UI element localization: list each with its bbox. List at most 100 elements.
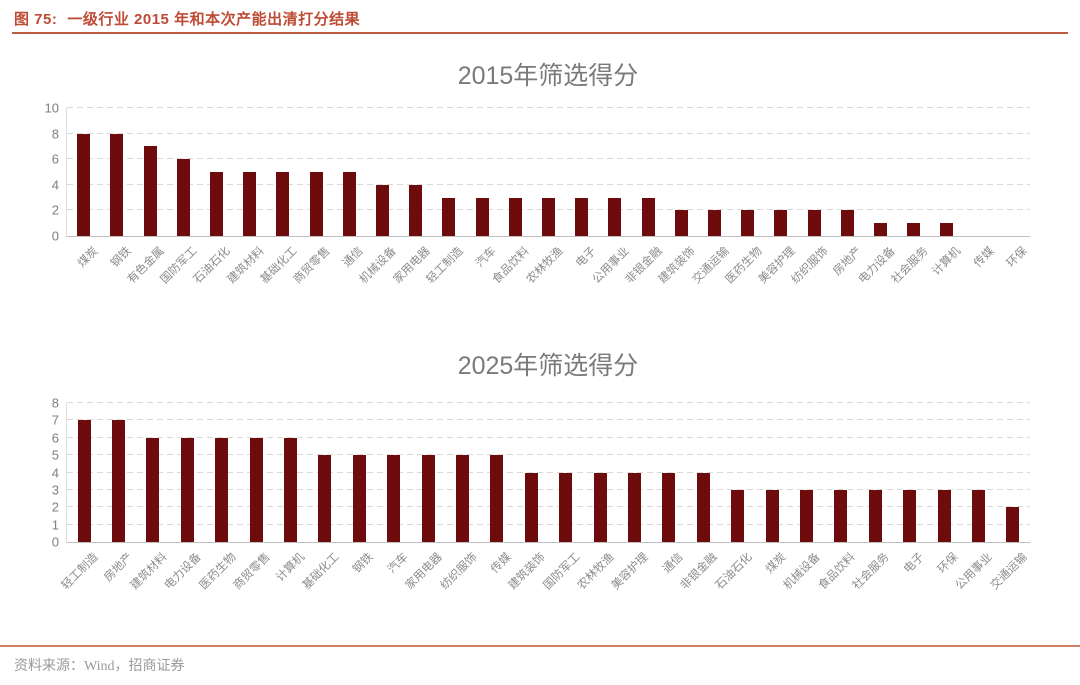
bar-建筑装饰 (674, 210, 688, 236)
gridline (67, 488, 1030, 490)
gridline (67, 523, 1030, 525)
x-axis-category-label: 通信 (660, 551, 686, 576)
gridline (67, 506, 1030, 508)
bar-轻工制造 (77, 420, 91, 542)
x-axis-category-label: 食品饮料 (816, 551, 858, 593)
bar-石油石化 (209, 172, 223, 236)
y-axis-tick-label: 0 (51, 228, 59, 244)
bar-煤炭 (765, 489, 779, 542)
bar-纺织服饰 (456, 455, 470, 542)
chart-2025-plot: 0 1 2 3 4 5 6 7 8 轻工制造 房地产 建筑材料 电力设备 医药生物 商贸零售 计算机 基础化工钢… (52, 396, 1030, 592)
bar-商贸零售 (309, 172, 323, 236)
y-axis-tick-label: 2 (51, 202, 59, 218)
y-axis-tick-label: 4 (51, 177, 59, 193)
x-axis-category-label: 钢铁 (108, 245, 134, 270)
bar-房地产 (840, 210, 854, 236)
bar-家用电器 (409, 184, 423, 236)
x-axis-category-label: 环保 (935, 551, 961, 576)
bar-钢铁 (110, 133, 124, 236)
y-axis-tick-label: 6 (51, 151, 59, 167)
footer-divider (0, 645, 1080, 647)
bar-电子 (575, 197, 589, 236)
bar-基础化工 (276, 172, 290, 236)
x-axis-category-label: 基础化工 (300, 551, 342, 593)
x-axis-category-label: 医药生物 (197, 551, 239, 593)
bar-传媒 (490, 455, 504, 542)
bar-房地产 (112, 420, 126, 542)
bar-煤炭 (77, 133, 91, 236)
chart-2015-title: 2015年筛选得分 (457, 62, 639, 90)
x-axis-category-label: 环保 (1005, 245, 1030, 270)
gridline (67, 471, 1030, 473)
x-axis-category-label: 电力设备 (162, 551, 204, 593)
x-axis-category-label: 钢铁 (351, 551, 376, 576)
header-divider (12, 32, 1068, 34)
x-axis-category-label: 家用电器 (403, 551, 445, 593)
bar-国防军工 (559, 472, 573, 542)
x-axis-category-label: 轻工制造 (59, 551, 101, 593)
bar-美容护理 (774, 210, 788, 236)
bar-社会服务 (907, 223, 921, 236)
bar-农林牧渔 (542, 197, 555, 236)
x-axis-category-label: 汽车 (473, 245, 499, 270)
gridline (67, 183, 1030, 185)
x-axis-category-label: 商贸零售 (231, 551, 273, 593)
bar-农林牧渔 (593, 472, 607, 542)
source-note: 资料来源：Wind，招商证券 (14, 659, 185, 674)
y-axis-tick-label: 8 (51, 395, 59, 411)
bar-社会服务 (868, 489, 882, 542)
figure-number-label: 图 75: (14, 11, 58, 28)
bar-国防军工 (176, 159, 190, 236)
y-axis-tick-label: 2 (51, 499, 59, 515)
bar-轻工制造 (442, 197, 456, 236)
y-axis-tick-label: 8 (51, 126, 59, 142)
y-axis-tick-label: 5 (51, 447, 59, 463)
chart-2015-plot: 0 2 4 6 8 10 煤炭 钢铁 有色金属 国防军工 石油石化 建筑材料 基础化工 商贸零售 通信 机械设… (45, 101, 1030, 286)
bar-非银金融 (641, 197, 655, 236)
gridline (67, 158, 1030, 160)
bar-环保 (937, 489, 951, 542)
chart-2025-title: 2025年筛选得分 (457, 352, 639, 380)
y-axis-tick-label: 10 (44, 100, 59, 116)
bar-交通运输 (708, 210, 722, 236)
bar-建筑材料 (146, 437, 160, 542)
x-axis-category-label: 美容护理 (610, 551, 652, 593)
x-axis-category-label: 石油石化 (713, 551, 755, 593)
y-axis-tick-label: 1 (51, 517, 59, 533)
bar-钢铁 (352, 455, 366, 542)
y-axis-tick-label: 7 (51, 412, 59, 428)
x-axis-category-label: 交通运输 (988, 551, 1030, 593)
gridline (67, 132, 1030, 134)
x-axis-category-label: 汽车 (385, 551, 411, 576)
x-axis-category-label: 纺织服饰 (438, 551, 480, 593)
gridline (67, 454, 1030, 456)
bar-美容护理 (627, 472, 641, 542)
bar-汽车 (475, 197, 489, 236)
bar-电力设备 (874, 223, 888, 236)
x-axis-category-label: 建筑装饰 (506, 551, 548, 593)
bar-汽车 (387, 455, 401, 542)
x-axis-category-label: 社会服务 (850, 551, 892, 593)
x-axis-category-label: 传媒 (488, 551, 514, 576)
figure-header: 图 75: 一级行业 2015 年和本次产能出清打分结果 (14, 8, 360, 29)
bar-纺织服饰 (807, 210, 821, 236)
y-axis-tick-label: 0 (51, 534, 59, 550)
bar-医药生物 (741, 210, 755, 236)
figure-title: 一级行业 2015 年和本次产能出清打分结果 (67, 11, 361, 28)
x-axis-category-label: 农林牧渔 (575, 551, 617, 593)
x-axis-category-label: 建筑材料 (128, 551, 170, 593)
x-axis-category-label: 通信 (341, 245, 366, 270)
bar-医药生物 (215, 437, 229, 542)
gridline (67, 436, 1030, 438)
bar-家用电器 (421, 455, 435, 542)
x-axis-category-label: 机械设备 (782, 551, 824, 593)
gridline (67, 107, 1030, 108)
x-axis-category-label: 国防军工 (541, 551, 583, 593)
bar-计算机 (940, 223, 954, 236)
bar-食品饮料 (834, 489, 848, 542)
x-axis-category-label: 电子 (901, 551, 927, 576)
bar-电子 (903, 489, 917, 542)
bar-建筑装饰 (524, 472, 538, 542)
x-axis-category-label: 电子 (573, 245, 599, 270)
